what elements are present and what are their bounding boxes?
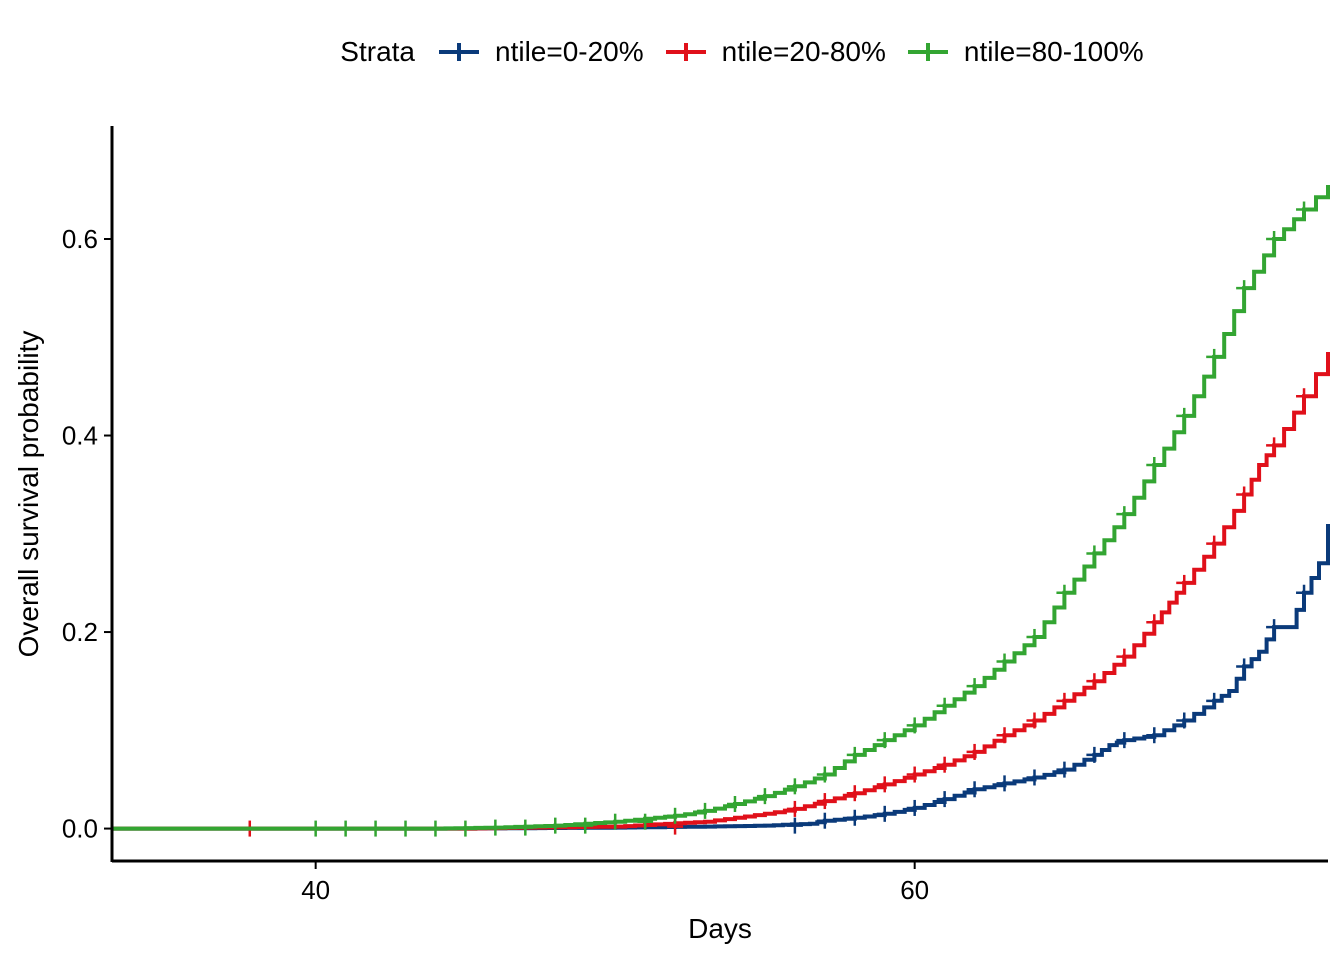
censor-mark: [1296, 584, 1313, 601]
series-ntile=20-80%: [112, 352, 1330, 837]
censor-mark: [906, 717, 923, 734]
censor-mark: [1176, 574, 1193, 591]
censor-mark: [1026, 628, 1043, 645]
censor-mark: [457, 820, 474, 837]
y-tick-label: 0.0: [62, 814, 98, 844]
censor-mark: [876, 805, 893, 822]
censor-mark: [1086, 673, 1103, 690]
censor-mark: [577, 817, 594, 834]
censor-mark: [1176, 407, 1193, 424]
censor-mark: [1236, 658, 1253, 675]
censor-mark: [816, 766, 833, 783]
series-layer: [112, 185, 1330, 837]
x-tick-label: 60: [900, 875, 929, 905]
censor-mark: [906, 799, 923, 816]
censor-mark: [607, 813, 624, 830]
censor-mark: [876, 732, 893, 749]
legend-key-icon: [665, 43, 706, 61]
censor-mark: [637, 813, 654, 830]
censor-mark: [487, 819, 504, 836]
censor-mark: [966, 781, 983, 798]
censor-mark: [397, 820, 414, 837]
legend-label: ntile=80-100%: [963, 36, 1144, 67]
censor-mark: [876, 776, 893, 793]
censor-mark: [1236, 280, 1253, 297]
censor-mark: [1056, 584, 1073, 601]
censor-mark: [996, 775, 1013, 792]
censor-mark: [1236, 486, 1253, 503]
series-line: [112, 524, 1330, 831]
censor-mark: [1116, 732, 1133, 749]
censor-mark: [367, 820, 384, 837]
censor-mark: [966, 678, 983, 695]
censor-mark: [846, 785, 863, 802]
y-tick-label: 0.4: [62, 421, 98, 451]
censor-mark: [966, 743, 983, 760]
censor-mark: [1086, 746, 1103, 763]
censor-mark: [756, 788, 773, 805]
censor-mark: [816, 793, 833, 810]
legend-key-icon: [439, 43, 479, 61]
censor-mark: [1206, 535, 1223, 552]
legend: Strata ntile=0-20% ntile=20-80% ntile=80…: [0, 36, 1344, 68]
censor-mark: [517, 819, 534, 836]
censor-mark: [1266, 619, 1283, 636]
tick-layer: 0.0 0.2 0.4 0.6 40 60: [62, 224, 929, 905]
censor-mark: [786, 778, 803, 795]
legend-key-icon: [907, 43, 948, 61]
legend-item-80-100: ntile=80-100%: [906, 36, 1144, 68]
censor-mark: [547, 817, 564, 834]
legend-label: ntile=20-80%: [721, 36, 886, 67]
censor-mark: [846, 746, 863, 763]
censor-mark: [726, 796, 743, 813]
censor-mark: [1146, 614, 1163, 631]
y-tick-label: 0.6: [62, 224, 98, 254]
legend-item-0-20: ntile=0-20%: [437, 36, 644, 68]
censor-mark: [1116, 648, 1133, 665]
censor-mark: [816, 812, 833, 829]
censor-mark: [1176, 712, 1193, 729]
x-tick-label: 40: [301, 875, 330, 905]
censor-mark: [996, 727, 1013, 744]
censor-mark: [936, 791, 953, 808]
censor-mark: [1206, 692, 1223, 709]
series-ntile=80-100%: [112, 185, 1330, 837]
censor-mark: [786, 817, 803, 834]
censor-mark: [1086, 545, 1103, 562]
series-line: [112, 185, 1330, 831]
censor-mark: [1056, 761, 1073, 778]
censor-mark: [1056, 692, 1073, 709]
censor-mark: [1146, 457, 1163, 474]
x-axis-title: Days: [688, 913, 752, 944]
censor-mark: [1296, 388, 1313, 405]
censor-mark: [936, 697, 953, 714]
censor-mark: [1146, 727, 1163, 744]
legend-item-20-80: ntile=20-80%: [664, 36, 886, 68]
censor-mark: [786, 800, 803, 817]
censor-mark: [846, 809, 863, 826]
censor-mark: [1296, 201, 1313, 218]
series-ntile=0-20%: [112, 524, 1330, 834]
censor-mark: [1266, 437, 1283, 454]
y-axis-title: Overall survival probability: [13, 331, 44, 658]
censor-mark: [1026, 769, 1043, 786]
censor-mark: [936, 756, 953, 773]
censor-mark: [697, 802, 714, 819]
censor-mark: [906, 766, 923, 783]
legend-label: ntile=0-20%: [495, 36, 644, 67]
censor-mark: [337, 820, 354, 837]
censor-mark: [427, 820, 444, 837]
series-line: [112, 352, 1330, 831]
censor-mark: [307, 820, 324, 837]
censor-mark: [1116, 506, 1133, 523]
censor-mark: [996, 653, 1013, 670]
censor-mark: [667, 807, 684, 824]
y-tick-label: 0.2: [62, 617, 98, 647]
censor-mark: [1266, 231, 1283, 248]
censor-mark: [1026, 712, 1043, 729]
censor-mark: [1206, 348, 1223, 365]
legend-title: Strata: [340, 36, 415, 67]
